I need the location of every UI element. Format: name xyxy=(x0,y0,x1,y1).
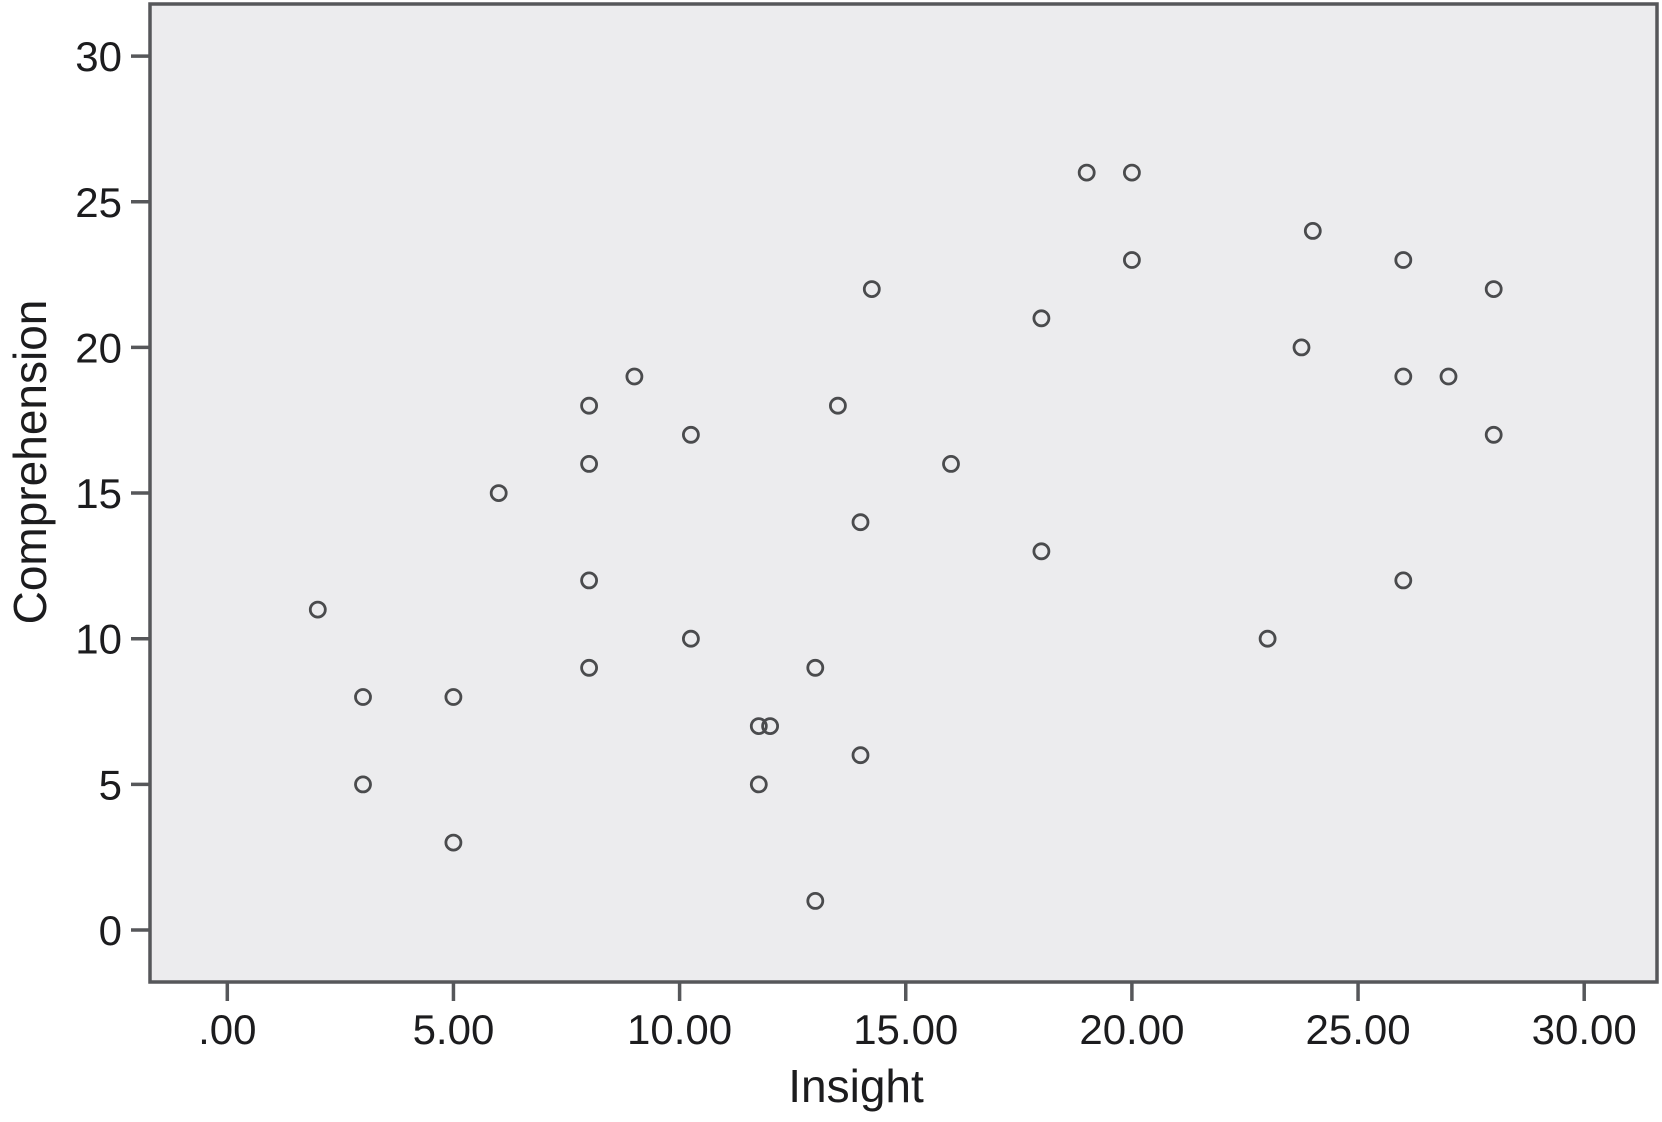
data-point xyxy=(580,396,598,415)
x-tick-label: 20.00 xyxy=(1079,1006,1184,1053)
x-tick-label: 25.00 xyxy=(1305,1006,1410,1053)
data-point xyxy=(580,454,598,473)
y-axis-title: Comprehension xyxy=(4,300,56,625)
data-point xyxy=(682,425,700,444)
data-point xyxy=(1484,425,1503,444)
data-point xyxy=(1032,542,1051,561)
data-point xyxy=(354,775,372,794)
data-point xyxy=(444,688,463,706)
x-tick-label: 5.00 xyxy=(413,1006,495,1053)
data-point xyxy=(806,892,825,910)
y-tick-label: 30 xyxy=(75,33,122,80)
data-point xyxy=(1484,280,1503,299)
data-point xyxy=(1123,251,1141,269)
data-point xyxy=(806,658,825,677)
y-tick-label: 5 xyxy=(99,761,122,808)
x-tick-label: .00 xyxy=(198,1006,256,1053)
data-point xyxy=(682,629,700,648)
x-tick-label: 15.00 xyxy=(853,1006,958,1053)
data-point xyxy=(749,775,768,794)
data-point xyxy=(625,367,644,386)
data-point xyxy=(1292,338,1311,357)
data-point xyxy=(942,454,960,473)
data-point xyxy=(444,833,463,852)
data-point xyxy=(1439,367,1458,386)
data-point xyxy=(308,600,327,619)
data-point xyxy=(1032,309,1051,328)
data-point xyxy=(1394,571,1413,590)
x-tick-label: 30.00 xyxy=(1532,1006,1637,1053)
plot-area xyxy=(148,2,1659,984)
data-point xyxy=(1303,221,1322,240)
data-point xyxy=(489,484,508,503)
data-point xyxy=(1123,163,1141,182)
data-point xyxy=(1394,367,1413,386)
x-axis-title: Insight xyxy=(788,1060,924,1112)
data-point xyxy=(580,571,598,590)
y-tick-label: 10 xyxy=(75,616,122,663)
y-tick-label: 15 xyxy=(75,470,122,517)
y-tick-label: 25 xyxy=(75,179,122,226)
data-point xyxy=(580,658,598,677)
y-tick-label: 0 xyxy=(99,907,122,954)
y-axis-ticks: 0 5 10 15 20 25 30 xyxy=(75,33,150,954)
data-point xyxy=(1258,629,1277,648)
data-point xyxy=(749,717,768,735)
data-point xyxy=(829,396,847,415)
data-points xyxy=(308,163,1503,910)
data-point xyxy=(851,746,870,765)
data-point xyxy=(1394,251,1413,269)
y-tick-label: 20 xyxy=(75,324,122,371)
data-point xyxy=(862,280,881,299)
x-axis-ticks: .00 5.00 10.00 15.00 20.00 25.00 30.00 xyxy=(198,982,1637,1053)
data-point xyxy=(761,717,779,735)
data-point xyxy=(851,513,870,532)
data-point xyxy=(354,688,372,706)
x-tick-label: 10.00 xyxy=(627,1006,732,1053)
data-point xyxy=(1077,163,1096,182)
